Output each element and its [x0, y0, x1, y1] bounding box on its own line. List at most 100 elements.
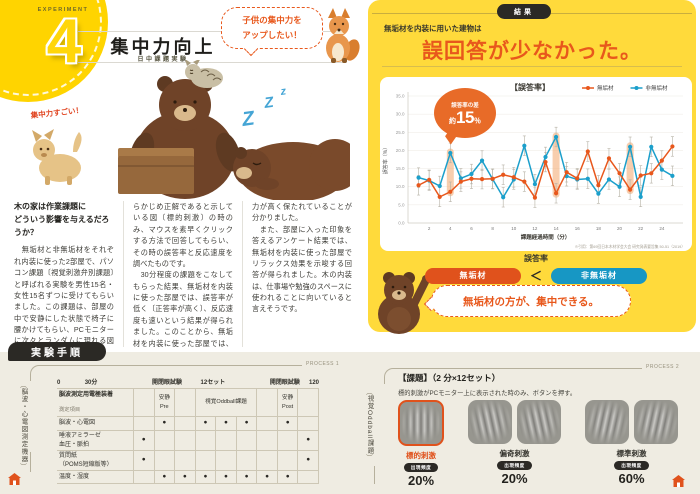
svg-text:10.0: 10.0: [396, 184, 405, 189]
svg-text:8: 8: [491, 226, 494, 231]
row-label: 唾液アミラーゼ 血圧・脈拍: [57, 431, 133, 451]
frequency-badge: 出現頻度: [403, 463, 439, 472]
timeline-label: 120: [308, 380, 319, 386]
svg-text:22: 22: [638, 226, 644, 231]
table-cell: ●: [297, 431, 318, 451]
process2-bracket-line: [384, 368, 642, 384]
table-cell: [133, 417, 154, 431]
table-cell: [215, 451, 236, 471]
patch-row: [398, 400, 444, 446]
bracket-open: ︵: [365, 388, 373, 395]
less-than-sign: ＜: [529, 269, 542, 283]
table-cell: ●: [256, 471, 277, 484]
measurement-dot: ●: [162, 419, 167, 427]
svg-text:課題経過時間（分）: 課題経過時間（分）: [521, 233, 571, 241]
phase-header-cell: 安静 Pre: [153, 389, 175, 417]
result-divider: [382, 66, 682, 67]
stimulus-name: 標準刺激: [616, 449, 647, 458]
phase-header-cell: [297, 389, 318, 417]
page-title: 集中力向上: [110, 37, 216, 57]
frequency-badge: 出現頻度: [497, 461, 532, 470]
dog-illustration: [32, 129, 82, 185]
svg-text:0.0: 0.0: [398, 221, 405, 226]
phase-header-cell: [133, 389, 154, 417]
error-rate-chart: 0.05.010.015.020.025.030.035.02 4 6 8 10 12 14…: [382, 82, 685, 249]
timeline-label: 30分: [84, 380, 98, 386]
table-cell: [153, 451, 175, 471]
timeline-label: 0: [57, 380, 61, 386]
title-rule-top: [78, 31, 346, 32]
measurement-dot: ●: [182, 472, 187, 480]
phase-header-cell: 視覚Oddball課題: [194, 389, 257, 417]
svg-text:※引用：第69回日本木材学会大会 研究発表要旨集 50-51: ※引用：第69回日本木材学会大会 研究発表要旨集 50-51（2019）: [575, 244, 685, 249]
table-cell: ●: [174, 471, 195, 484]
fox-illustration: [326, 8, 360, 63]
solid-wood-pill: 無垢材: [424, 267, 521, 284]
svg-text:20: 20: [617, 226, 623, 231]
svg-text:16: 16: [575, 226, 581, 231]
table-cell: [256, 417, 277, 431]
measurement-dot: ●: [265, 472, 270, 480]
big-bear-illustration: [118, 76, 241, 199]
row-label: 脳波・心電図: [57, 417, 133, 431]
measurement-dot: ●: [244, 419, 249, 427]
callout-unit: ％: [473, 117, 481, 125]
device-label: 脳波・心電図測定機器: [20, 388, 27, 463]
stimuli-row: 標的刺激 出現頻度 20% 偏奇刺激 出現頻度 20% 標準刺激 出現頻度 60%: [398, 400, 678, 488]
callout-label: 誤答率の差: [451, 102, 479, 109]
gabor-patch: [468, 400, 512, 444]
process1-bracket-line: [30, 365, 302, 381]
table-cell: [174, 417, 195, 431]
table-cell: [276, 431, 298, 451]
task-heading: 【課題】（2 分×12セット）: [398, 373, 501, 383]
table-cell: ●: [194, 471, 216, 484]
svg-text:6: 6: [470, 226, 473, 231]
table-cell: [194, 451, 216, 471]
chart-card: 0.0 5.0 10.0 15.0 20.0 25.0 30.0 35.0 2 4 6 8 10 12 14…: [380, 77, 692, 251]
sleeping-bear-illustration: [233, 139, 350, 200]
procedure-table: 脳波測定用電極装着 測定項目 安静 Pre 視覚Oddball課題 安静 Post 脳波・…: [57, 388, 319, 484]
home-icon: [8, 473, 21, 485]
stimulus-group: 標的刺激 出現頻度 20%: [398, 400, 444, 488]
home-icon: [672, 475, 685, 487]
svg-text:【誤答率】: 【誤答率】: [510, 82, 550, 92]
experiment-number-circle: [0, 0, 108, 102]
table-cell: [174, 431, 195, 451]
svg-text:誤答率（%）: 誤答率（%）: [382, 145, 389, 174]
page-fold: [361, 0, 368, 352]
svg-text:20.0: 20.0: [396, 148, 405, 153]
task-note: 標的刺激がPCモニター上に表示された時のみ、ボタンを押す。: [398, 390, 577, 397]
measurement-dot: ●: [141, 436, 146, 444]
stimulus-name: 標的刺激: [406, 451, 436, 460]
measurement-dot: ●: [224, 419, 228, 427]
svg-text:10: 10: [511, 226, 517, 231]
table-cell: [235, 431, 257, 451]
svg-text:24: 24: [659, 226, 665, 231]
callout-value: 15: [456, 107, 474, 127]
table-cell: ●: [235, 417, 257, 431]
measurement-dot: ●: [141, 456, 146, 464]
paragraph: 力が高く保たれていることが分かりました。: [252, 202, 352, 223]
device-bracket: ︵ 脳波・心電図測定機器 ︶: [18, 381, 28, 470]
table-cell: [276, 451, 298, 471]
text-column: 力が高く保たれていることが分かりました。 また、部屋に入った印象を答えるアンケー…: [242, 201, 352, 347]
patch-row: [585, 400, 678, 444]
pointing-bear-illustration: [378, 272, 430, 334]
paragraph: 30分程度の課題をこなしてもらった結果、無垢材を内装に使った部屋では、誤答率が低…: [133, 270, 233, 347]
process1-label: PROCESS 1: [306, 361, 340, 367]
measurement-dot: ●: [306, 456, 311, 464]
sleep-z-large: Z: [240, 107, 257, 131]
table-cell: [215, 431, 236, 451]
measurement-dot: ●: [306, 436, 311, 444]
measurement-dot: ●: [224, 472, 228, 480]
row-axis-label: 測定項目: [59, 406, 81, 413]
title-rule-bottom: [78, 62, 346, 63]
page-subtitle: 日中課題実験: [137, 57, 189, 63]
table-cell: ●: [276, 417, 298, 431]
bracket-close: ︶: [19, 463, 27, 470]
table-cell: [174, 451, 195, 471]
comparison-label: 誤答率: [524, 254, 548, 263]
result-lead: 無垢材を内装に用いた建物は: [384, 24, 482, 33]
measurement-dot: ●: [203, 472, 208, 480]
measurement-dot: ●: [203, 419, 208, 427]
